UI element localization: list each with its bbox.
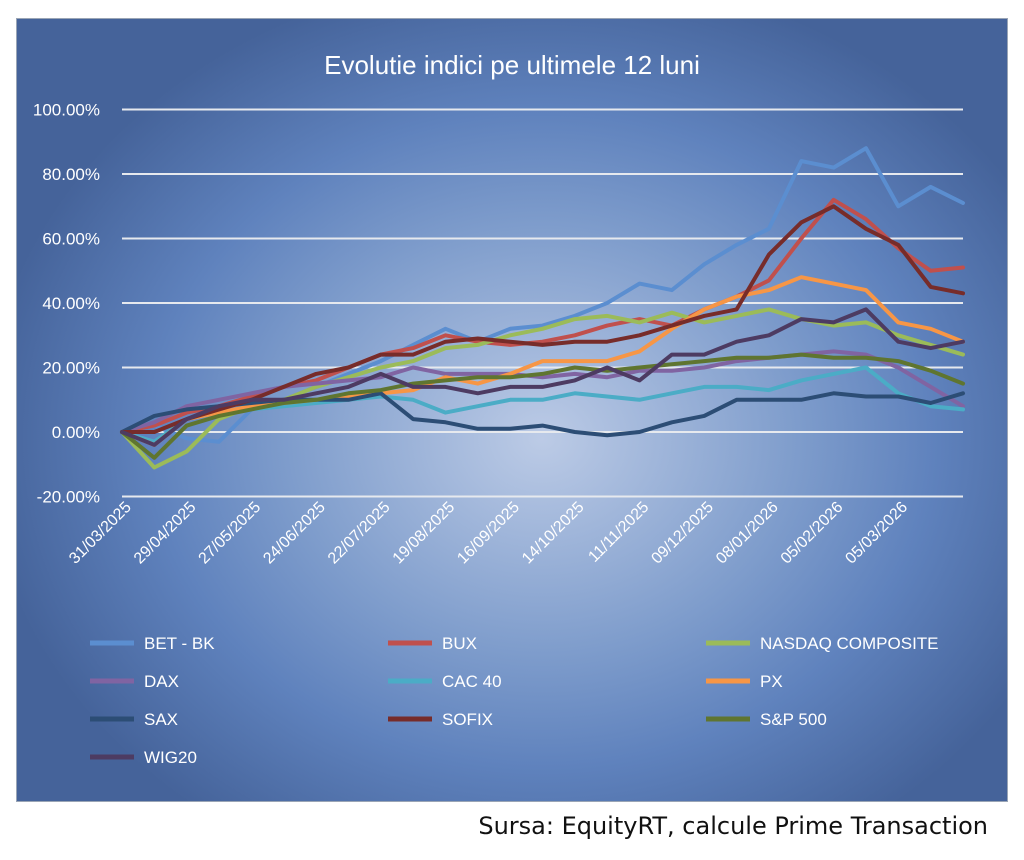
series-line-sax	[120, 391, 965, 438]
y-tick-label: 20.00%	[42, 359, 100, 378]
x-tick-label: 05/03/2026	[842, 499, 911, 568]
source-note: Sursa: EquityRT, calcule Prime Transacti…	[478, 812, 988, 840]
legend-label: S&P 500	[760, 710, 827, 729]
x-tick-label: 29/04/2025	[131, 499, 200, 568]
legend-label: SOFIX	[442, 710, 493, 729]
x-tick-label: 14/10/2025	[519, 499, 588, 568]
x-tick-label: 11/11/2025	[585, 499, 652, 566]
x-tick-label: 27/05/2025	[196, 499, 265, 568]
series-line-dax	[120, 349, 965, 434]
legend-label: NASDAQ COMPOSITE	[760, 634, 939, 653]
y-tick-label: 100.00%	[33, 101, 100, 120]
legend-label: SAX	[144, 710, 178, 729]
x-tick-label: 24/06/2025	[260, 499, 329, 568]
y-tick-label: 0.00%	[52, 423, 100, 442]
legend-label: PX	[760, 672, 783, 691]
legend-label: DAX	[144, 672, 179, 691]
y-tick-label: 80.00%	[42, 165, 100, 184]
x-tick-label: 09/12/2025	[648, 499, 717, 568]
y-tick-label: -20.00%	[37, 488, 100, 507]
x-tick-label: 19/08/2025	[390, 499, 459, 568]
series-line-px	[120, 275, 965, 447]
legend-label: BUX	[442, 634, 477, 653]
x-tick-label: 31/03/2025	[66, 499, 135, 568]
series-line-wig20	[120, 307, 965, 447]
x-tick-label: 16/09/2025	[454, 499, 523, 568]
chart-title: Evolutie indici pe ultimele 12 luni	[324, 50, 700, 80]
series-line-bux	[120, 197, 965, 434]
series-line-sofix	[120, 204, 965, 434]
x-tick-label: 22/07/2025	[325, 499, 394, 568]
x-tick-label: 05/02/2026	[778, 499, 847, 568]
legend-label: BET - BK	[144, 634, 215, 653]
series-line-s-p-500	[120, 352, 965, 460]
y-tick-label: 40.00%	[42, 294, 100, 313]
y-tick-label: 60.00%	[42, 230, 100, 249]
x-tick-label: 08/01/2026	[713, 499, 782, 568]
legend-label: CAC 40	[442, 672, 502, 691]
legend-label: WIG20	[144, 748, 197, 767]
